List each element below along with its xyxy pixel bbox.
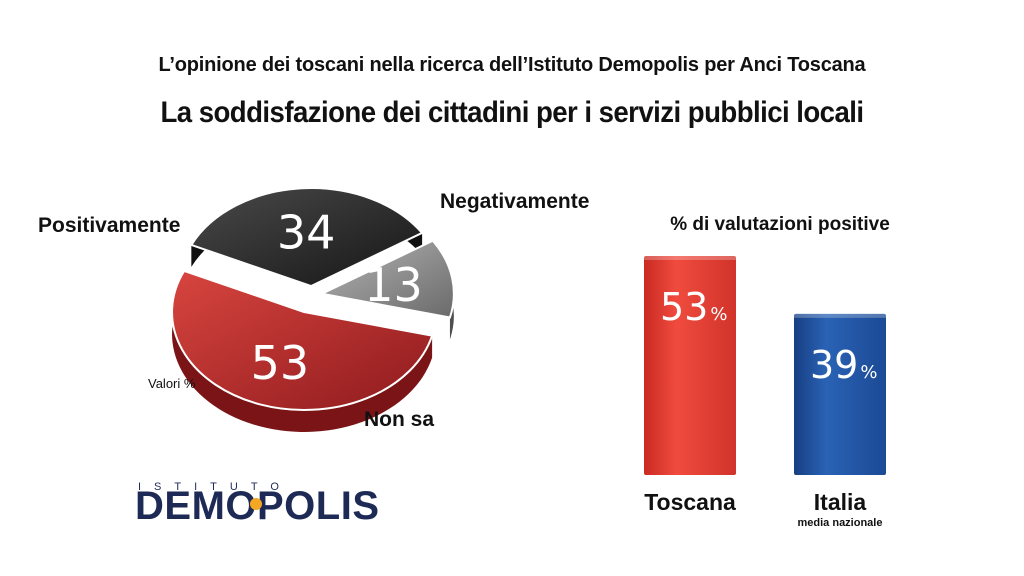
pie-value-positivamente: 53 [251, 336, 310, 390]
pie-slice-negativamente [189, 187, 424, 288]
pie-chart: 53 34 13 [171, 187, 455, 432]
demopolis-logo: ISTITUTO DEMOPOLIS [135, 481, 379, 528]
pie-slice-positivamente [171, 269, 434, 411]
pie-label-non-sa: Non sa [364, 408, 434, 431]
logo-top-text: ISTITUTO [138, 481, 292, 493]
pie-value-non-sa: 13 [364, 258, 423, 312]
bar-highlight-italia [794, 313, 886, 318]
chart-subtitle: L’opinione dei toscani nella ricerca del… [158, 54, 866, 76]
logo-accent-dot [250, 498, 262, 510]
bar-category-italia: Italia [814, 489, 867, 515]
chart-title: La soddisfazione dei cittadini per i ser… [160, 96, 864, 129]
bar-category-note-italia: media nazionale [798, 517, 883, 529]
pie-label-negativamente: Negativamente [440, 190, 589, 213]
bar-highlight-toscana [644, 256, 736, 260]
pie-value-negativamente: 34 [277, 205, 336, 259]
pie-label-positivamente: Positivamente [38, 214, 180, 237]
bar-chart-title: % di valutazioni positive [670, 214, 890, 235]
bar-category-toscana: Toscana [644, 489, 736, 515]
bar-toscana [644, 256, 736, 475]
bar-italia [794, 313, 886, 475]
pie-units-note: Valori % [148, 376, 196, 391]
pie-slice-non-sa [318, 239, 455, 319]
